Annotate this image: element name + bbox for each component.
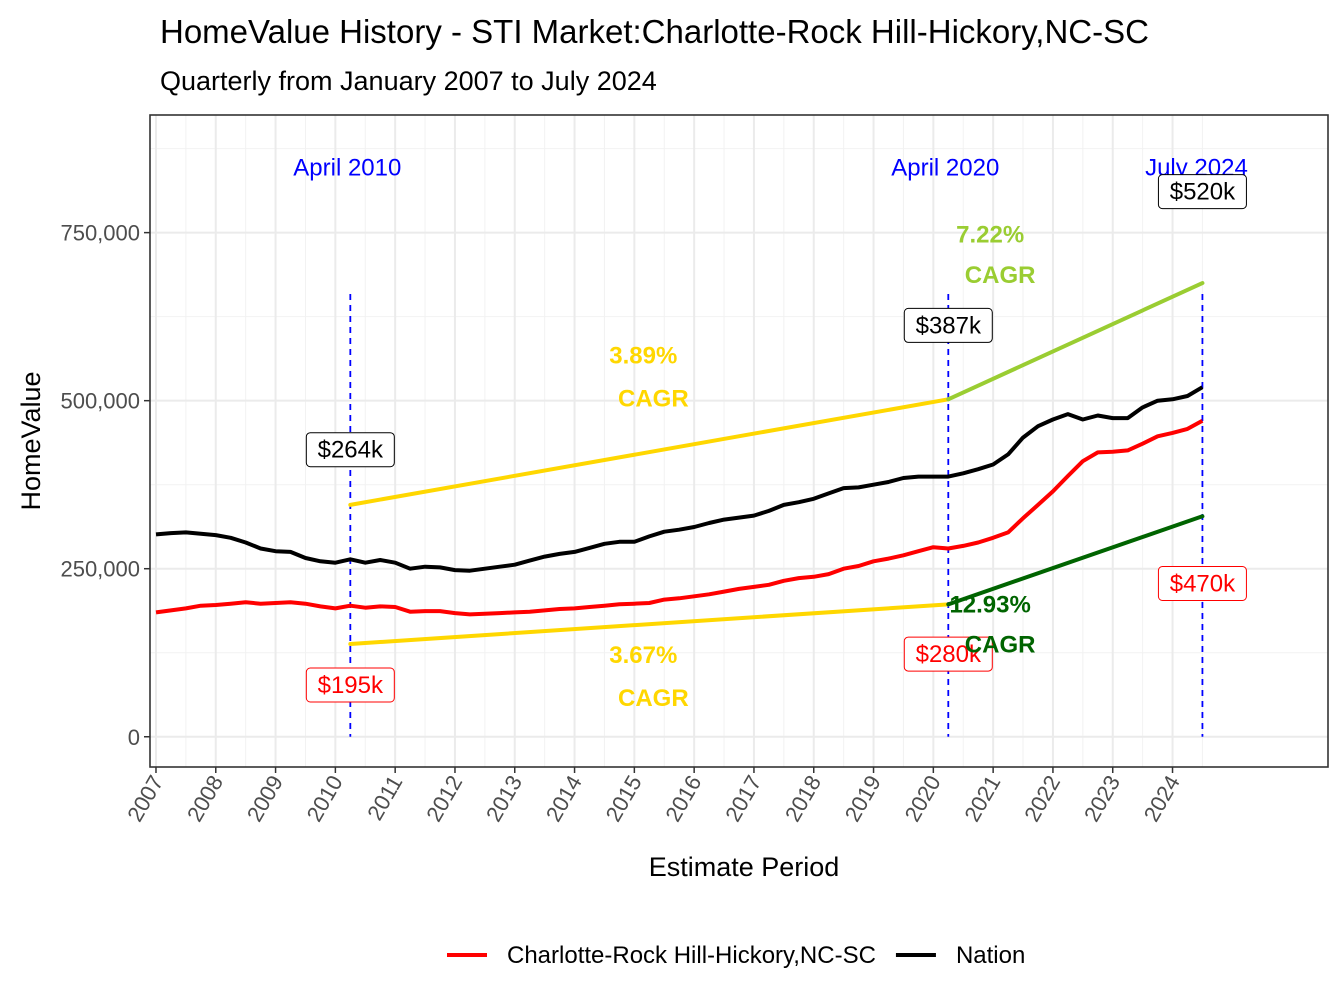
value-label: $280k bbox=[916, 641, 982, 668]
y-tick-label: 250,000 bbox=[60, 557, 140, 582]
y-tick-label: 500,000 bbox=[60, 389, 140, 414]
value-label-box bbox=[1157, 174, 1247, 210]
x-tick-label: 2012 bbox=[421, 771, 467, 826]
value-label-box bbox=[305, 432, 395, 468]
cagr-label: CAGR bbox=[618, 386, 689, 413]
cagr-rate: 12.93% bbox=[949, 591, 1030, 618]
x-tick-label: 2021 bbox=[959, 771, 1005, 826]
cagr-label: CAGR bbox=[618, 685, 689, 712]
x-axis-title: Estimate Period bbox=[649, 852, 840, 882]
value-label-box bbox=[903, 636, 993, 672]
reference-label: April 2010 bbox=[293, 154, 401, 181]
value-label-box bbox=[1157, 565, 1247, 601]
cagr-label: CAGR bbox=[965, 632, 1036, 659]
cagr-label: CAGR bbox=[965, 262, 1036, 289]
panel-border bbox=[149, 114, 1329, 768]
reference-label: April 2020 bbox=[891, 154, 999, 181]
series-line bbox=[155, 419, 1204, 617]
value-label: $520k bbox=[1170, 179, 1236, 206]
x-tick-label: 2015 bbox=[601, 771, 647, 826]
x-tick-label: 2019 bbox=[840, 771, 886, 826]
x-tick-label: 2024 bbox=[1139, 771, 1185, 826]
series-lines bbox=[155, 385, 1204, 617]
x-tick-label: 2009 bbox=[242, 771, 288, 826]
cagr-rate: 3.89% bbox=[609, 343, 677, 370]
value-label: $387k bbox=[916, 312, 982, 339]
series-line bbox=[155, 385, 1204, 573]
value-label: $264k bbox=[318, 437, 384, 464]
annotations: April 2010 April 2020 July 2024$264k$387k$… bbox=[293, 154, 1248, 711]
grid-layer bbox=[150, 115, 1328, 767]
x-tick-label: 2016 bbox=[660, 771, 706, 826]
x-tick-label: 2018 bbox=[780, 771, 826, 826]
x-tick-label: 2013 bbox=[481, 771, 527, 826]
y-tick-label: 750,000 bbox=[60, 221, 140, 246]
legend-label: Nation bbox=[956, 942, 1025, 969]
cagr-line bbox=[946, 281, 1205, 402]
value-label-box bbox=[305, 667, 395, 703]
legend: Charlotte-Rock Hill-Hickory,NC-SC Nation bbox=[447, 942, 1025, 969]
x-tick-label: 2023 bbox=[1079, 771, 1125, 826]
x-tick-label: 2008 bbox=[182, 771, 228, 826]
cagr-line bbox=[348, 397, 951, 507]
reference-lines bbox=[349, 294, 1204, 737]
cagr-rate: 7.22% bbox=[956, 222, 1024, 249]
cagr-lines bbox=[348, 281, 1205, 646]
y-tick-label: 0 bbox=[128, 725, 140, 750]
x-tick-label: 2020 bbox=[900, 771, 946, 826]
value-label: $470k bbox=[1170, 570, 1236, 597]
cagr-line bbox=[946, 514, 1205, 607]
x-tick-label: 2017 bbox=[720, 771, 766, 826]
cagr-rate: 3.67% bbox=[609, 642, 677, 669]
value-label-box bbox=[903, 307, 993, 343]
value-label: $195k bbox=[318, 672, 384, 699]
x-tick-label: 2014 bbox=[541, 771, 587, 826]
x-tick-label: 2010 bbox=[302, 771, 348, 826]
x-tick-label: 2011 bbox=[362, 771, 407, 824]
cagr-line bbox=[348, 602, 951, 646]
legend-label: Charlotte-Rock Hill-Hickory,NC-SC bbox=[507, 942, 876, 969]
x-tick-label: 2022 bbox=[1019, 771, 1065, 826]
x-tick-label: 2007 bbox=[122, 771, 168, 826]
y-axis-title: HomeValue bbox=[16, 371, 46, 510]
chart-title: HomeValue History - STI Market:Charlotte… bbox=[160, 13, 1149, 50]
chart-subtitle: Quarterly from January 2007 to July 2024 bbox=[160, 66, 657, 96]
